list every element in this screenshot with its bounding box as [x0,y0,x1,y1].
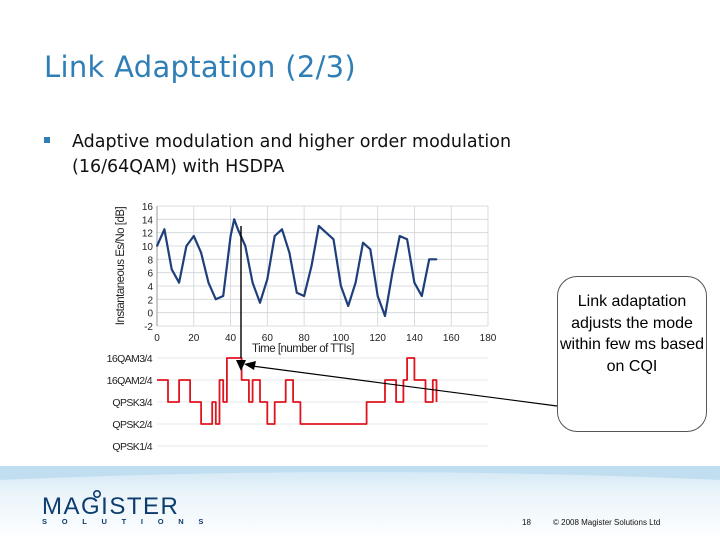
esno-data-point [354,281,357,284]
arrowhead-down-icon [236,360,246,371]
y-tick-label: 4 [147,282,153,293]
esno-data-point [420,295,423,297]
esno-data-point [435,258,438,261]
esno-data-point [273,235,276,237]
mode-label: 16QAM3/4 [107,353,153,365]
esno-data-point [332,238,335,241]
esno-data-point [406,238,408,241]
y-tick-label: 8 [147,255,153,266]
mode-label: QPSK2/4 [112,419,152,431]
x-tick-label: 120 [369,333,386,344]
esno-data-point [339,285,342,287]
annotation-arrows [236,226,558,407]
esno-data-point [214,298,217,301]
x-tick-label: 40 [225,333,237,344]
y-tick-label: 2 [147,295,153,306]
y-tick-label: 14 [142,215,154,226]
logo-subtitle: SOLUTIONS [42,517,219,526]
esno-data-point [281,228,283,231]
x-axis-label: Time [number of TTIs] [252,343,354,355]
mode-label: QPSK1/4 [112,441,152,453]
esno-data-point [376,295,379,297]
y-tick-label: 0 [147,309,153,320]
esno-data-point [244,245,247,247]
esno-data-point [251,281,254,284]
y-tick-label: 12 [142,229,154,240]
esno-data-point [288,251,291,254]
esno-data-point [229,235,232,237]
footer-band [0,466,720,540]
mode-label: QPSK3/4 [112,397,152,409]
esno-data-point [310,265,313,267]
callout-arrow-line [251,365,558,407]
x-tick-label: 140 [406,333,423,344]
page-number: 18 [522,518,531,527]
y-tick-label: 16 [142,202,154,213]
x-tick-label: 0 [154,333,160,344]
x-tick-label: 80 [299,333,311,344]
esno-series-line [155,218,437,318]
callout-text: Link adaptation adjusts the mode within … [559,293,705,375]
arrowhead-left-icon [244,361,256,370]
y-tick-label: 10 [142,242,154,253]
esno-data-point [317,225,320,227]
esno-data-point [185,245,188,247]
esno-data-point [259,301,261,304]
esno-data-point [347,305,350,307]
esno-data-point [237,228,239,231]
bullet-square-icon [44,137,50,143]
esno-data-point [156,245,158,247]
x-tick-label: 180 [480,333,497,344]
logo-wordmark: MAGISTER [42,493,180,520]
copyright-text: © 2008 Magister Solutions Ltd [553,518,661,527]
esno-data-point [325,231,328,234]
esno-data-point [207,281,210,284]
esno-data-point [233,218,236,221]
esno-data-point [413,281,416,284]
esno-data-point [192,235,195,237]
esno-data-point [428,258,431,261]
x-tick-label: 160 [443,333,460,344]
esno-data-point [222,295,225,297]
callout-box: Link adaptation adjusts the mode within … [557,276,707,432]
y-axis-label: Instantaneous Es/No [dB] [115,206,127,325]
logo-dot-icon [92,489,102,499]
esno-data-point [384,315,386,317]
x-tick-label: 60 [262,333,274,344]
x-tick-label: 20 [188,333,200,344]
y-tick-label: -2 [144,322,153,333]
mode-chart: 16QAM3/4 16QAM2/4 QPSK3/4 QPSK2/4 QPSK1/4 [107,353,488,453]
mode-series-line [157,357,438,425]
esno-data-point [178,281,180,284]
esno-data-point [398,235,401,237]
esno-data-point [303,295,306,297]
slide-title: Link Adaptation (2/3) [44,50,357,84]
esno-data-point [200,251,203,254]
esno-data-point [391,271,394,274]
esno-data-point [295,291,298,294]
x-tick-label: 100 [333,333,350,344]
esno-data-point [170,268,173,271]
esno-data-point [163,228,166,231]
esno-data-point [266,278,269,281]
esno-data-point [362,241,364,244]
esno-data-point [369,248,372,251]
mode-label: 16QAM2/4 [107,375,153,387]
y-tick-label: 6 [147,269,153,280]
bullet-text: Adaptive modulation and higher order mod… [72,132,512,177]
